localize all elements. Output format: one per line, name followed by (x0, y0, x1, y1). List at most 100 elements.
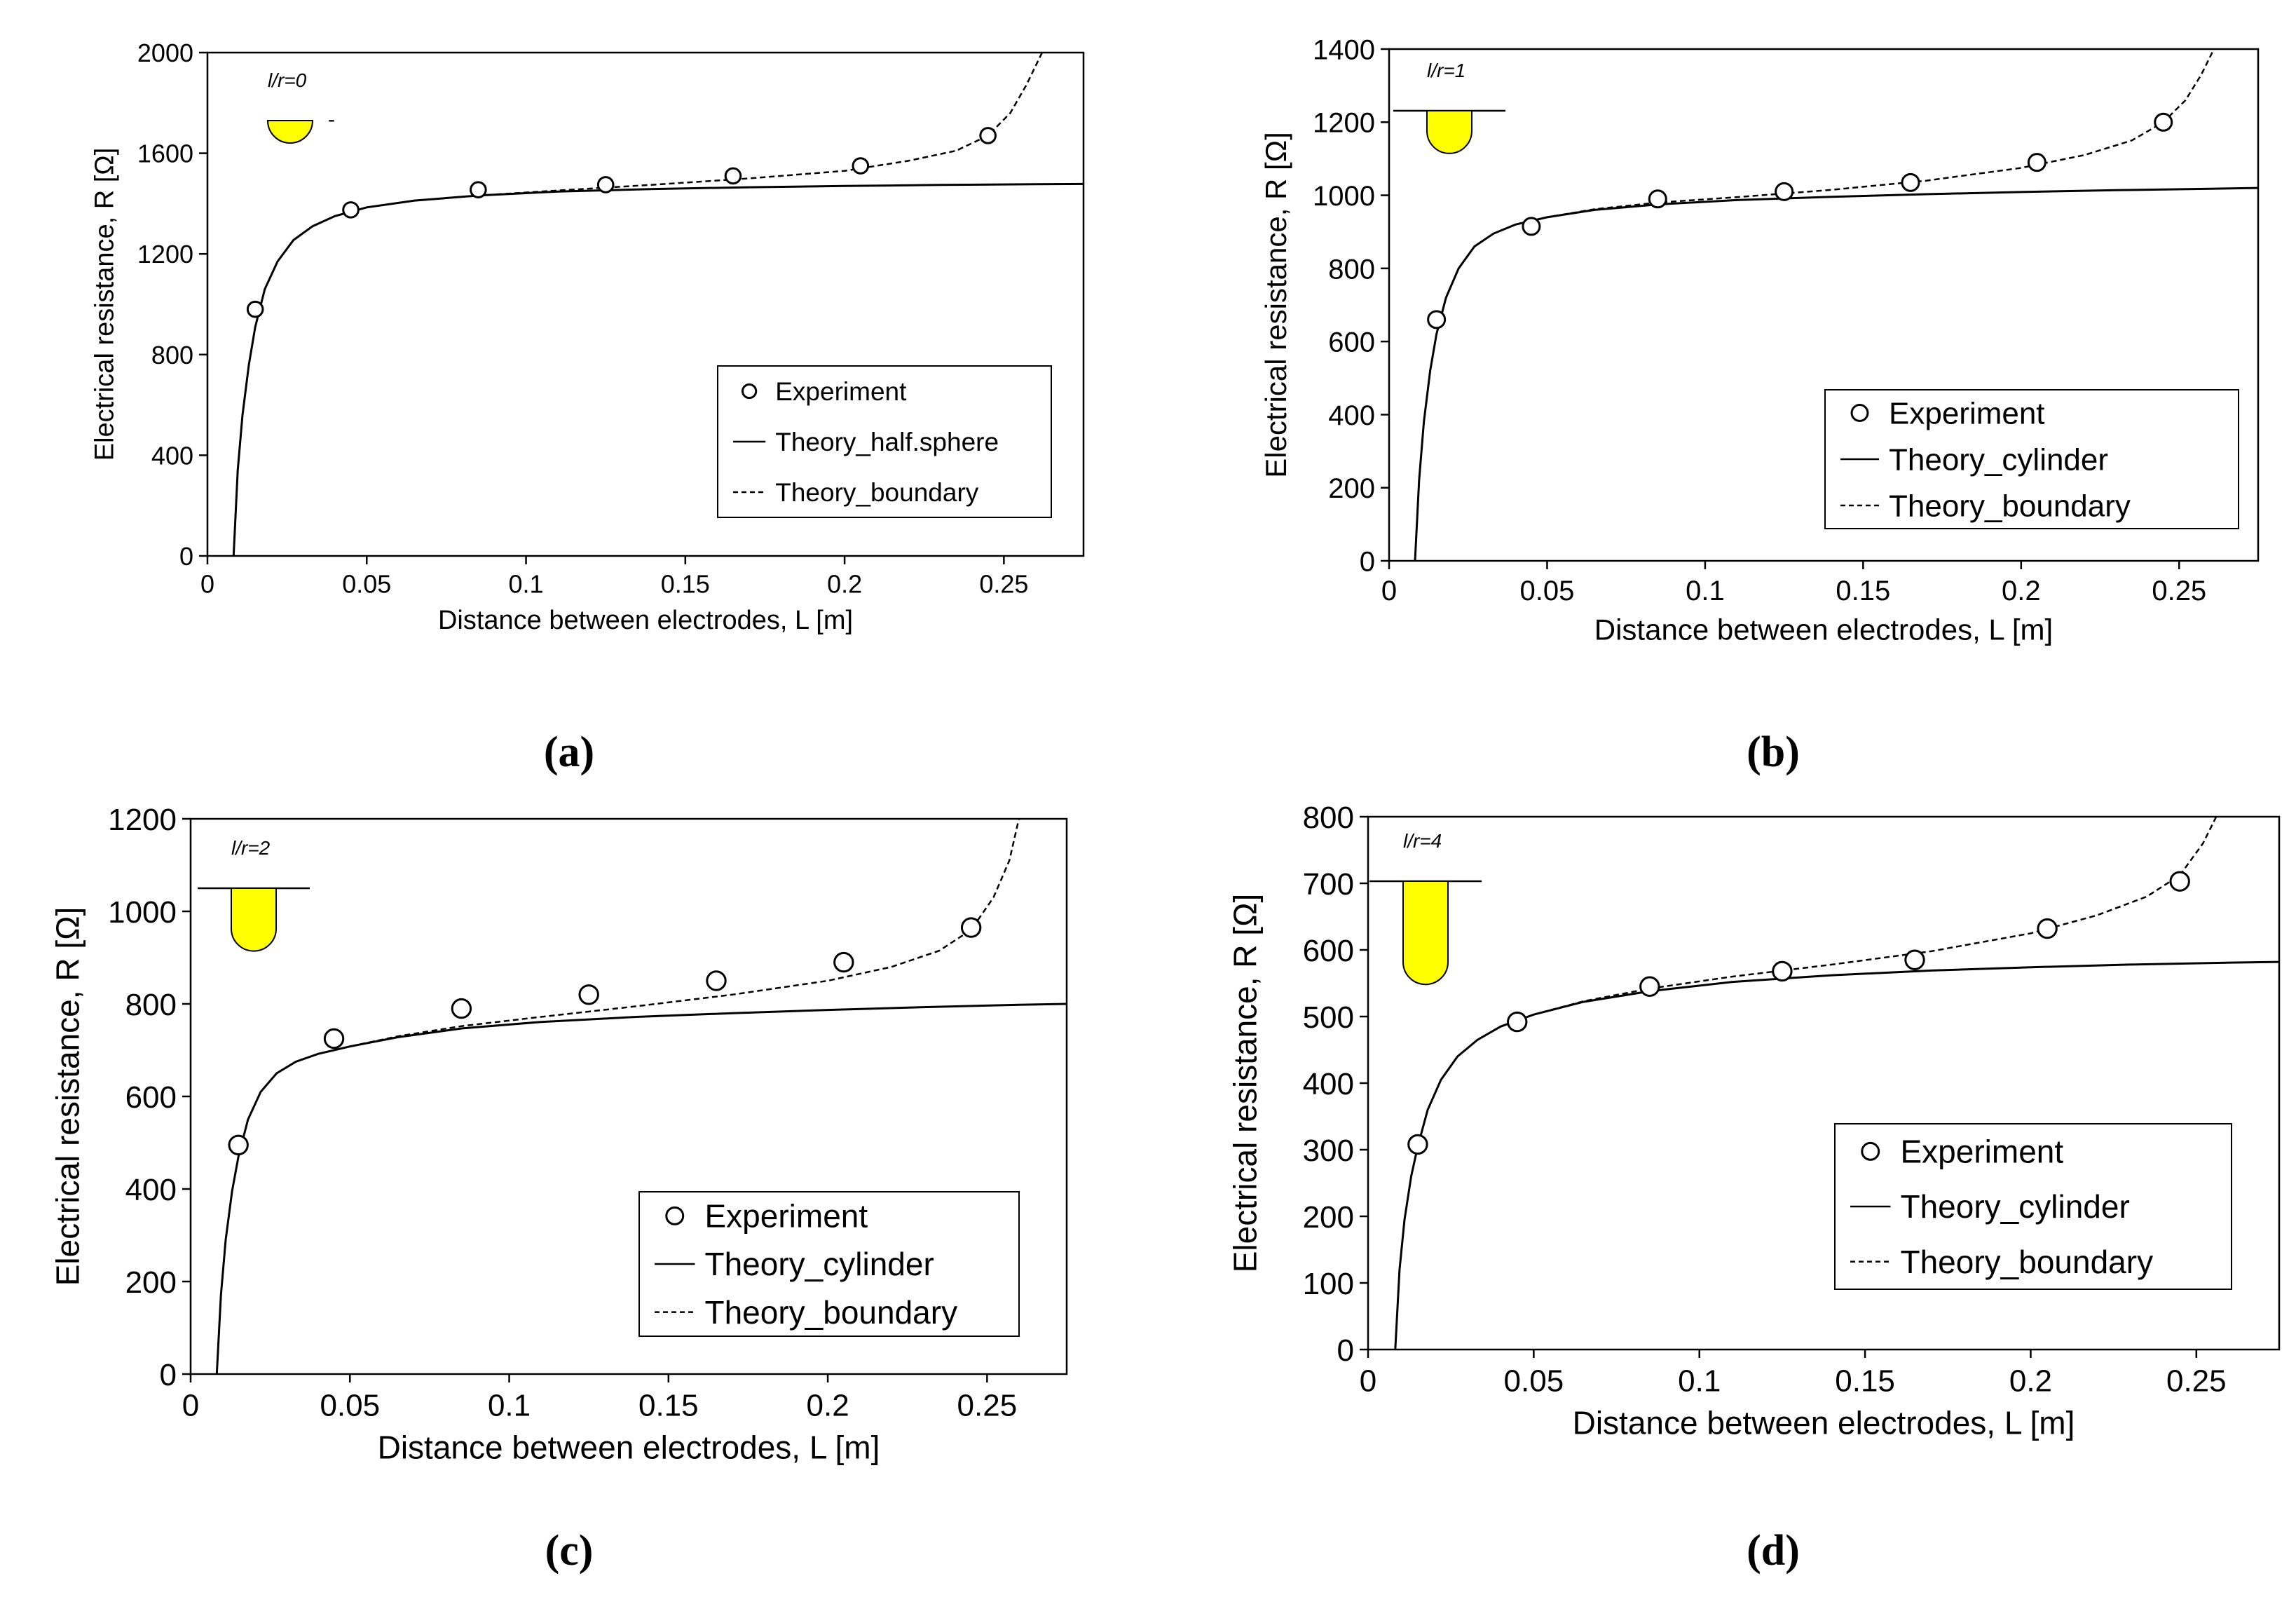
y-tick-label: 1600 (137, 140, 193, 168)
experiment-point (1639, 976, 1660, 997)
y-tick-label: 0 (1337, 1333, 1354, 1368)
experiment-point (1522, 217, 1541, 236)
legend-entry: Theory_cylinder (1889, 442, 2108, 477)
ratio-label: l/r=0 (268, 69, 307, 91)
y-tick-label: 600 (1328, 327, 1375, 358)
y-axis-title: Electrical resistance, R [Ω] (1259, 132, 1292, 478)
experiment-point (724, 167, 742, 185)
electrode-cylinder (1402, 881, 1449, 986)
y-axis-title: Electrical resistance, R [Ω] (49, 907, 86, 1286)
y-tick-label: 800 (1328, 254, 1375, 285)
chart-panel-d: 0 100 200 300 400 500 600 700 800 0 0.05 0.1 0.15 0.2… (1226, 801, 2281, 1575)
x-tick-label: 0.05 (1504, 1364, 1564, 1399)
legend-entry: Experiment (1889, 396, 2045, 430)
experiment-point (1507, 1011, 1528, 1033)
legend-marker (1850, 404, 1869, 422)
panel-label: (c) (545, 1527, 594, 1575)
y-tick-label: 400 (1303, 1067, 1354, 1101)
x-tick-label: 0.15 (1835, 1364, 1895, 1399)
x-tick-label: 0.2 (2002, 576, 2041, 606)
plot-frame (1388, 48, 2260, 562)
y-tick-label: 100 (1303, 1267, 1354, 1301)
y-tick-label: 500 (1303, 1000, 1354, 1035)
y-tick-label: 600 (1303, 934, 1354, 968)
boundary-theory-line (233, 53, 1044, 556)
experiment-point (979, 127, 997, 144)
plot-frame (206, 51, 1085, 557)
experiment-point (451, 998, 472, 1019)
legend-entry: Experiment (705, 1197, 868, 1234)
x-tick-label: 0 (1381, 576, 1397, 606)
experiment-point (1648, 189, 1667, 209)
x-tick-label: 0.25 (957, 1389, 1018, 1423)
chart-panel-b: 0 200 400 600 800 1000 1200 1400 0 0.05 0.1 0.15 0.2… (1259, 34, 2260, 776)
inset-note: - (328, 108, 335, 131)
x-tick-label: 0.1 (488, 1389, 531, 1423)
x-tick-label: 0.15 (1836, 576, 1890, 606)
legend-entry: Theory_boundary (705, 1294, 958, 1331)
y-tick-label: 800 (1303, 801, 1354, 835)
ratio-label: l/r=4 (1403, 830, 1442, 852)
y-tick-label: 700 (1303, 867, 1354, 902)
legend-marker (1861, 1141, 1880, 1161)
legend-entry: Theory_cylinder (705, 1246, 934, 1282)
x-tick-label: 0 (200, 569, 214, 598)
panel-label: (b) (1747, 728, 1800, 776)
legend-box (638, 1191, 1020, 1337)
experiment-point (2169, 871, 2190, 892)
experiment-point (1407, 1134, 1428, 1155)
x-tick-label: 0.1 (509, 569, 544, 598)
experiment-point (706, 970, 727, 991)
x-tick-label: 0.25 (2152, 576, 2206, 606)
experiment-point (833, 951, 854, 973)
experiment-point (470, 181, 487, 198)
legend-box (1824, 389, 2239, 529)
y-tick-label: 400 (151, 441, 193, 470)
legend-marker (665, 1206, 685, 1225)
y-tick-label: 0 (1360, 546, 1375, 577)
legend-entry: Theory_cylinder (1901, 1188, 2130, 1225)
x-tick-label: 0.25 (2166, 1364, 2227, 1399)
electrode-cylinder (1426, 110, 1472, 154)
ratio-label: l/r=1 (1427, 60, 1465, 81)
experiment-point (578, 984, 599, 1005)
y-tick-label: 200 (1328, 473, 1375, 504)
x-tick-label: 0.1 (1686, 576, 1725, 606)
experiment-point (1904, 949, 1925, 970)
y-tick-label: 300 (1303, 1134, 1354, 1168)
y-tick-label: 400 (125, 1173, 177, 1207)
x-tick-label: 0.05 (342, 569, 391, 598)
x-axis-title: Distance between electrodes, L [m] (1594, 613, 2053, 646)
y-tick-label: 0 (179, 542, 193, 571)
legend-entry: Theory_boundary (775, 478, 979, 507)
y-tick-label: 2000 (137, 39, 193, 67)
y-axis-title: Electrical resistance, R [Ω] (1226, 894, 1263, 1273)
x-tick-label: 0.05 (1520, 576, 1575, 606)
chart-panel-a: 0 400 800 1200 1600 2000 0 0.05 0.1 0.15 0.2 0.25 Di… (90, 39, 1085, 776)
y-tick-label: 0 (160, 1358, 177, 1392)
legend-marker (742, 383, 758, 400)
electrode-inset: l/r=2 (198, 837, 310, 952)
experiment-point (960, 917, 982, 938)
y-tick-label: 800 (125, 988, 177, 1022)
experiment-point (852, 157, 870, 175)
y-tick-label: 800 (151, 341, 193, 369)
y-tick-label: 1000 (1313, 181, 1375, 212)
x-tick-label: 0.2 (827, 569, 862, 598)
electrode-inset: l/r=0- (266, 69, 335, 144)
x-tick-label: 0 (1360, 1364, 1376, 1399)
legend-entry: Theory_boundary (1901, 1244, 2154, 1280)
experiment-point (2154, 112, 2173, 132)
y-tick-label: 1200 (1313, 108, 1375, 139)
x-tick-label: 0.2 (2009, 1364, 2052, 1399)
x-tick-label: 0.2 (807, 1389, 849, 1423)
y-axis-title: Electrical resistance, R [Ω] (90, 148, 120, 461)
x-tick-label: 0 (182, 1389, 199, 1423)
x-tick-label: 0.05 (320, 1389, 380, 1423)
y-tick-label: 200 (125, 1265, 177, 1300)
legend-entry: Theory_half.sphere (775, 428, 999, 456)
y-tick-label: 1000 (108, 895, 177, 930)
x-tick-label: 0.15 (638, 1389, 699, 1423)
ratio-label: l/r=2 (231, 837, 271, 859)
